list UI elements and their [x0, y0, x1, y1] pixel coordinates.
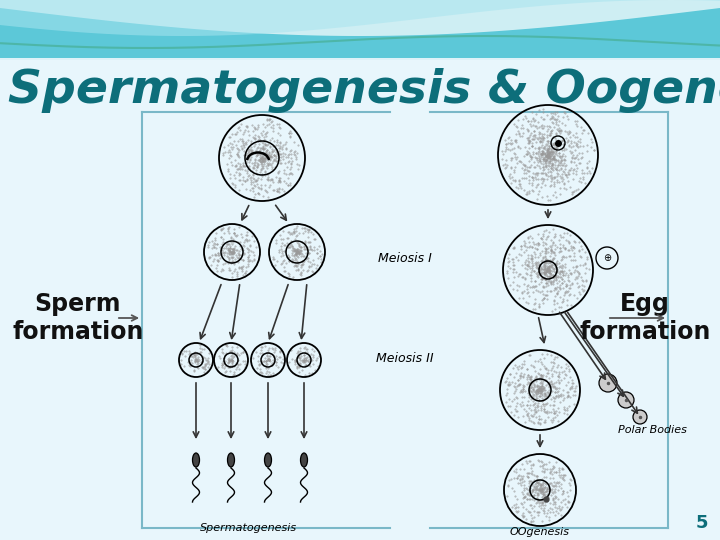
Text: Spermatogenesis: Spermatogenesis: [199, 523, 297, 533]
Ellipse shape: [228, 453, 235, 467]
Ellipse shape: [264, 453, 271, 467]
Text: Spermatogenesis & Oogenesis: Spermatogenesis & Oogenesis: [8, 68, 720, 113]
Circle shape: [618, 392, 634, 408]
Text: 5: 5: [696, 514, 708, 532]
Text: Polar Bodies: Polar Bodies: [618, 425, 687, 435]
Polygon shape: [0, 0, 720, 36]
Text: Sperm
formation: Sperm formation: [12, 292, 144, 344]
Ellipse shape: [300, 453, 307, 467]
Text: Egg
formation: Egg formation: [580, 292, 711, 344]
Text: Meiosis II: Meiosis II: [376, 352, 434, 365]
Ellipse shape: [192, 453, 199, 467]
Text: ⊕: ⊕: [603, 253, 611, 263]
Circle shape: [633, 410, 647, 424]
Polygon shape: [0, 60, 720, 540]
Polygon shape: [0, 0, 720, 58]
Text: Meiosis I: Meiosis I: [378, 252, 432, 265]
Polygon shape: [0, 0, 720, 36]
Text: OOgenesis: OOgenesis: [510, 527, 570, 537]
Circle shape: [599, 374, 617, 392]
